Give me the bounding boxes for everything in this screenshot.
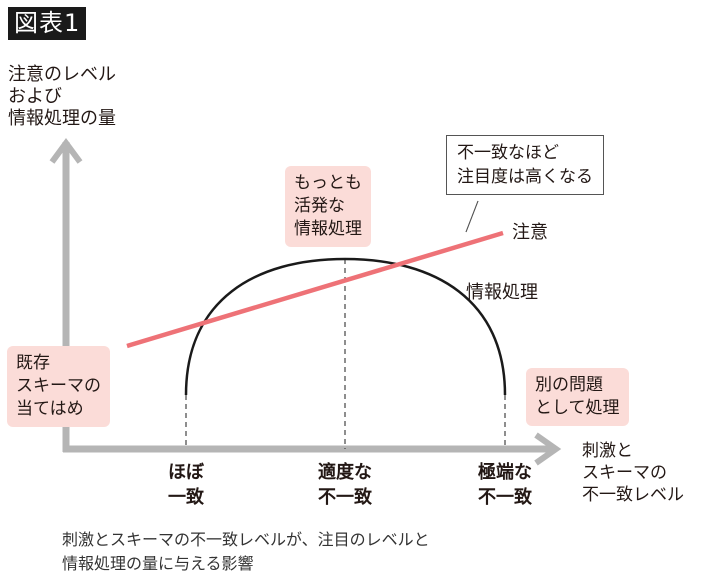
processing-label: 情報処理 bbox=[466, 282, 538, 303]
annotation-most-active: もっとも 活発な 情報処理 bbox=[285, 166, 371, 247]
x-axis-arrow-icon bbox=[534, 432, 562, 466]
caption-line: 情報処理の量に与える影響 bbox=[62, 554, 254, 573]
x-axis bbox=[63, 432, 562, 466]
annotation-line: スキーマの bbox=[16, 376, 101, 396]
annotation-existing-schema: 既存 スキーマの 当てはめ bbox=[7, 346, 110, 427]
callout-line: 不一致なほど bbox=[457, 143, 559, 163]
tick-line: 不一致 bbox=[478, 487, 532, 508]
x-axis-label-line: スキーマの bbox=[582, 463, 667, 483]
y-axis-arrow-icon bbox=[49, 137, 83, 164]
tick-line: 不一致 bbox=[318, 487, 372, 508]
annotation-line: として処理 bbox=[535, 398, 620, 418]
y-axis-label-line: 注意のレベル bbox=[8, 64, 116, 85]
y-axis-label-line: 情報処理の量 bbox=[8, 108, 116, 129]
annotation-line: 既存 bbox=[16, 353, 50, 373]
callout-box: 不一致なほど 注目度は高くなる bbox=[446, 135, 604, 195]
caption-line: 刺激とスキーマの不一致レベルが、注目のレベルと bbox=[62, 530, 430, 549]
tick-line: 一致 bbox=[168, 487, 204, 508]
annotation-line: 別の問題 bbox=[535, 375, 603, 395]
attention-label: 注意 bbox=[512, 222, 548, 243]
tick-line: 極端な bbox=[478, 462, 532, 483]
x-tick-high: 極端な 不一致 bbox=[465, 460, 545, 510]
annotation-separate-problem: 別の問題 として処理 bbox=[526, 368, 629, 426]
x-axis-label: 刺激と スキーマの 不一致レベル bbox=[582, 440, 684, 506]
annotation-line: 情報処理 bbox=[294, 219, 362, 239]
callout-line: 注目度は高くなる bbox=[457, 167, 593, 187]
annotation-line: もっとも bbox=[294, 173, 362, 193]
x-tick-mid: 適度な 不一致 bbox=[305, 460, 385, 510]
tick-line: ほぼ bbox=[168, 462, 204, 483]
tick-line: 適度な bbox=[318, 462, 372, 483]
y-axis-label-line: および bbox=[8, 86, 62, 107]
figure-badge: 図表1 bbox=[8, 7, 87, 40]
annotation-line: 当てはめ bbox=[16, 399, 84, 419]
x-axis-label-line: 不一致レベル bbox=[582, 485, 684, 505]
x-axis-label-line: 刺激と bbox=[582, 441, 633, 461]
annotation-line: 活発な bbox=[294, 196, 345, 216]
attention-line bbox=[126, 230, 504, 349]
figure-caption: 刺激とスキーマの不一致レベルが、注目のレベルと 情報処理の量に与える影響 bbox=[62, 528, 430, 576]
callout-pointer bbox=[465, 200, 479, 233]
y-axis-label: 注意のレベル および 情報処理の量 bbox=[8, 64, 116, 130]
x-tick-low: ほぼ 一致 bbox=[156, 460, 216, 510]
